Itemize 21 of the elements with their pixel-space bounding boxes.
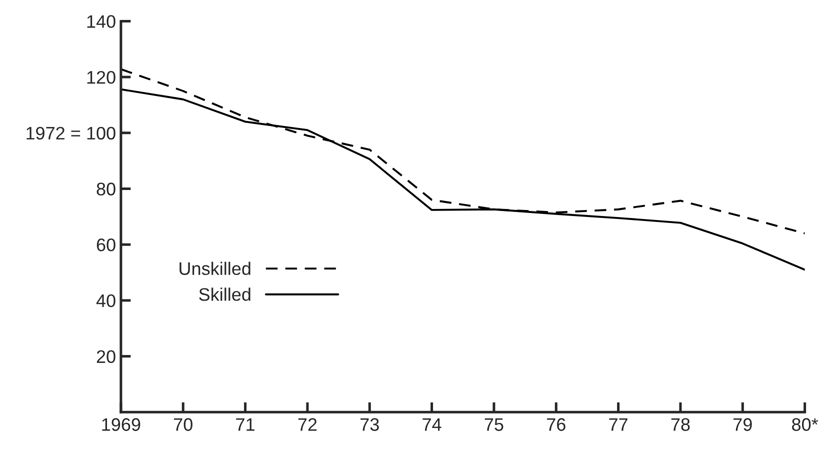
legend-label: Skilled — [199, 288, 250, 301]
x-tick-label: 76 — [547, 418, 566, 431]
x-tick-label: 73 — [360, 418, 379, 431]
x-tick-label: 74 — [422, 418, 442, 431]
y-tick-label: 140 — [87, 15, 116, 28]
x-tick-label: 78 — [671, 418, 690, 431]
x-tick-label: 80* — [792, 418, 818, 431]
y-tick-label: 1972 = 100 — [26, 126, 116, 140]
y-tick-label: 60 — [96, 238, 116, 252]
x-tick-label: 77 — [609, 418, 628, 431]
x-tick-label: 71 — [236, 418, 254, 431]
x-tick-label: 79 — [734, 418, 752, 431]
y-tick-label: 80 — [96, 182, 116, 196]
x-tick-label: 75 — [484, 418, 504, 431]
x-tick-label: 1969 — [102, 418, 140, 431]
legend-label: Unskilled — [180, 262, 250, 276]
x-tick-label: 70 — [174, 418, 192, 431]
y-tick-label: 40 — [96, 294, 116, 308]
x-tick-label: 72 — [298, 418, 317, 431]
y-tick-label: 20 — [96, 350, 116, 363]
y-tick-label: 120 — [87, 70, 116, 84]
